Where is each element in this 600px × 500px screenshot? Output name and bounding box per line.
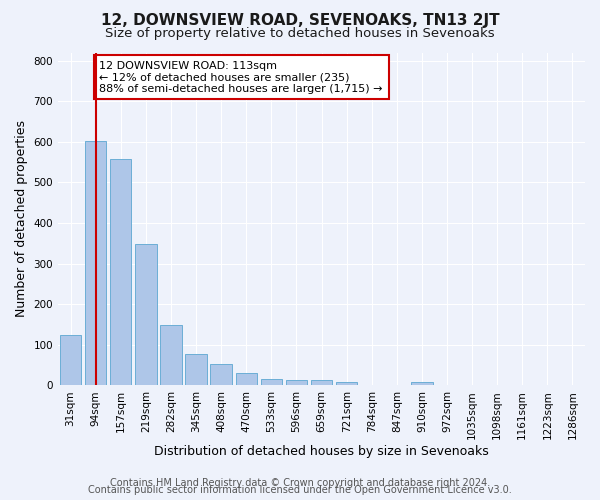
X-axis label: Distribution of detached houses by size in Sevenoaks: Distribution of detached houses by size … — [154, 444, 489, 458]
Bar — [286, 380, 307, 386]
Bar — [311, 380, 332, 386]
Bar — [260, 379, 282, 386]
Bar — [185, 354, 207, 386]
Bar — [236, 373, 257, 386]
Y-axis label: Number of detached properties: Number of detached properties — [15, 120, 28, 318]
Bar — [411, 382, 433, 386]
Text: 12 DOWNSVIEW ROAD: 113sqm
← 12% of detached houses are smaller (235)
88% of semi: 12 DOWNSVIEW ROAD: 113sqm ← 12% of detac… — [100, 60, 383, 94]
Text: Size of property relative to detached houses in Sevenoaks: Size of property relative to detached ho… — [105, 28, 495, 40]
Text: Contains public sector information licensed under the Open Government Licence v3: Contains public sector information licen… — [88, 485, 512, 495]
Text: 12, DOWNSVIEW ROAD, SEVENOAKS, TN13 2JT: 12, DOWNSVIEW ROAD, SEVENOAKS, TN13 2JT — [101, 12, 499, 28]
Bar — [336, 382, 357, 386]
Bar — [160, 326, 182, 386]
Bar — [211, 364, 232, 386]
Bar — [110, 159, 131, 386]
Text: Contains HM Land Registry data © Crown copyright and database right 2024.: Contains HM Land Registry data © Crown c… — [110, 478, 490, 488]
Bar — [85, 140, 106, 386]
Bar — [60, 334, 81, 386]
Bar — [135, 244, 157, 386]
